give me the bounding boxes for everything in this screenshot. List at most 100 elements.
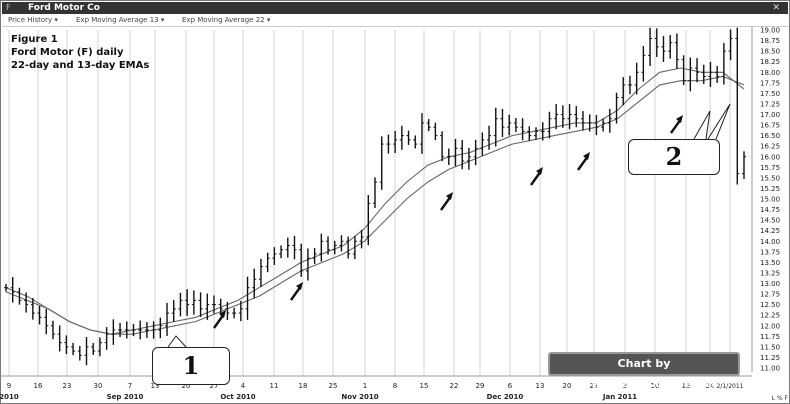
arrow-head xyxy=(583,152,590,160)
month-label: Sep 2010 xyxy=(107,393,144,401)
ohlc-bar xyxy=(138,320,143,340)
ohlc-bar xyxy=(17,287,22,305)
x-tick-label: 16 xyxy=(34,382,43,390)
ohlc-bar xyxy=(71,342,76,356)
x-axis: 9162330713202741118251815222961320273101… xyxy=(0,375,752,401)
ohlc-bar xyxy=(668,35,673,59)
tab-ema-13[interactable]: Exp Moving Average 13 ▾ xyxy=(76,16,165,24)
y-tick-label: 12.00 xyxy=(760,322,780,330)
ohlc-bar xyxy=(621,77,626,106)
ohlc-bar xyxy=(446,148,451,165)
ohlc-bar xyxy=(735,27,740,185)
x-tick-label: 20 xyxy=(563,382,572,390)
y-tick-label: 13.50 xyxy=(760,259,780,267)
x-tick-label: 30 xyxy=(94,382,103,390)
ohlc-bar xyxy=(648,27,653,67)
ohlc-bar xyxy=(44,308,49,335)
ohlc-bars xyxy=(4,27,746,366)
indicator-description: 22-day and 13-day EMAs xyxy=(11,60,150,71)
month-label: 2010 xyxy=(0,393,19,401)
ohlc-bar xyxy=(540,122,545,141)
ohlc-bar xyxy=(64,335,69,355)
ohlc-bar xyxy=(466,147,471,170)
ohlc-bar xyxy=(258,258,263,287)
y-tick-label: 17.75 xyxy=(760,79,780,87)
y-tick-label: 18.00 xyxy=(760,69,780,77)
corner-controls[interactable]: L % F xyxy=(771,395,788,402)
ohlc-bar xyxy=(37,305,42,325)
ohlc-bar xyxy=(91,343,96,355)
y-tick-label: 16.25 xyxy=(760,143,780,151)
ohlc-bar xyxy=(50,320,55,340)
y-tick-label: 14.75 xyxy=(760,206,780,214)
ohlc-bar xyxy=(151,321,156,339)
ohlc-bar xyxy=(84,337,89,366)
ohlc-bar xyxy=(205,293,210,320)
x-tick-label: 11 xyxy=(270,382,279,390)
x-tick-label: 7 xyxy=(128,382,132,390)
ohlc-bar xyxy=(171,300,176,322)
ohlc-bar xyxy=(312,248,317,265)
ohlc-bar xyxy=(386,134,391,154)
ohlc-bar xyxy=(272,247,277,265)
tab-price-history[interactable]: Price History ▾ xyxy=(8,16,58,24)
x-tick-label: 18 xyxy=(299,382,308,390)
ohlc-bar xyxy=(560,105,565,128)
y-tick-label: 13.25 xyxy=(760,269,780,277)
ohlc-bar xyxy=(198,292,203,317)
x-tick-label: 4 xyxy=(241,382,246,390)
callout-1-pointer xyxy=(167,335,187,348)
ohlc-bar xyxy=(715,65,720,83)
y-tick-label: 12.50 xyxy=(760,301,780,309)
ohlc-bar xyxy=(480,132,485,156)
window-title: Ford Motor Co xyxy=(28,3,100,13)
ticker-symbol: F xyxy=(6,3,11,12)
ohlc-bar xyxy=(77,345,82,361)
y-tick-label: 14.00 xyxy=(760,238,780,246)
x-tick-label: 27 xyxy=(590,382,599,390)
ohlc-bar xyxy=(379,136,384,190)
tab-ema-22[interactable]: Exp Moving Average 22 ▾ xyxy=(182,16,271,24)
ohlc-bar xyxy=(614,92,619,124)
ohlc-bar xyxy=(305,248,310,281)
ohlc-bar xyxy=(433,122,438,141)
x-tick-label: 6 xyxy=(508,382,513,390)
ohlc-bar xyxy=(97,337,102,357)
y-tick-label: 19.00 xyxy=(760,27,780,35)
signal-arrow-icon xyxy=(530,167,543,186)
ohlc-bar xyxy=(292,235,297,260)
signal-arrow-icon xyxy=(577,152,590,171)
callout-1: 1 xyxy=(152,347,230,385)
ohlc-bar xyxy=(594,115,599,136)
ohlc-bar xyxy=(218,298,223,315)
ohlc-bar xyxy=(507,114,512,136)
ohlc-bar xyxy=(352,236,357,260)
close-icon[interactable]: ✕ xyxy=(772,3,780,13)
title-bar: F Ford Motor Co ✕ xyxy=(2,2,788,14)
x-tick-label: 2/1/2011 xyxy=(717,383,744,390)
ohlc-bar xyxy=(681,55,686,85)
y-tick-label: 11.75 xyxy=(760,333,780,341)
x-tick-label: 23 xyxy=(63,382,72,390)
ohlc-bar xyxy=(366,195,371,246)
ohlc-bar xyxy=(339,235,344,252)
y-axis: 19.00 18.75 18.50 18.25 18.00 17.75 17.50 17.25… xyxy=(751,26,780,373)
y-tick-label: 17.00 xyxy=(760,111,780,119)
ohlc-bar xyxy=(567,103,572,130)
ohlc-bar xyxy=(641,45,646,82)
x-tick-label: 29 xyxy=(476,382,485,390)
arrow-head xyxy=(219,310,226,318)
figure-label: Figure 1 xyxy=(11,34,58,45)
ohlc-bar xyxy=(24,292,29,313)
ohlc-bar xyxy=(607,108,612,133)
ohlc-bar xyxy=(554,103,559,130)
ema-13-line xyxy=(5,67,745,335)
callout-2-pointer-left xyxy=(693,110,711,140)
ohlc-bar xyxy=(601,118,606,132)
ohlc-bar xyxy=(252,268,257,299)
ohlc-bar xyxy=(574,106,579,128)
ohlc-bar xyxy=(674,33,679,69)
ohlc-bar xyxy=(279,245,284,259)
ema-lines xyxy=(5,67,745,335)
